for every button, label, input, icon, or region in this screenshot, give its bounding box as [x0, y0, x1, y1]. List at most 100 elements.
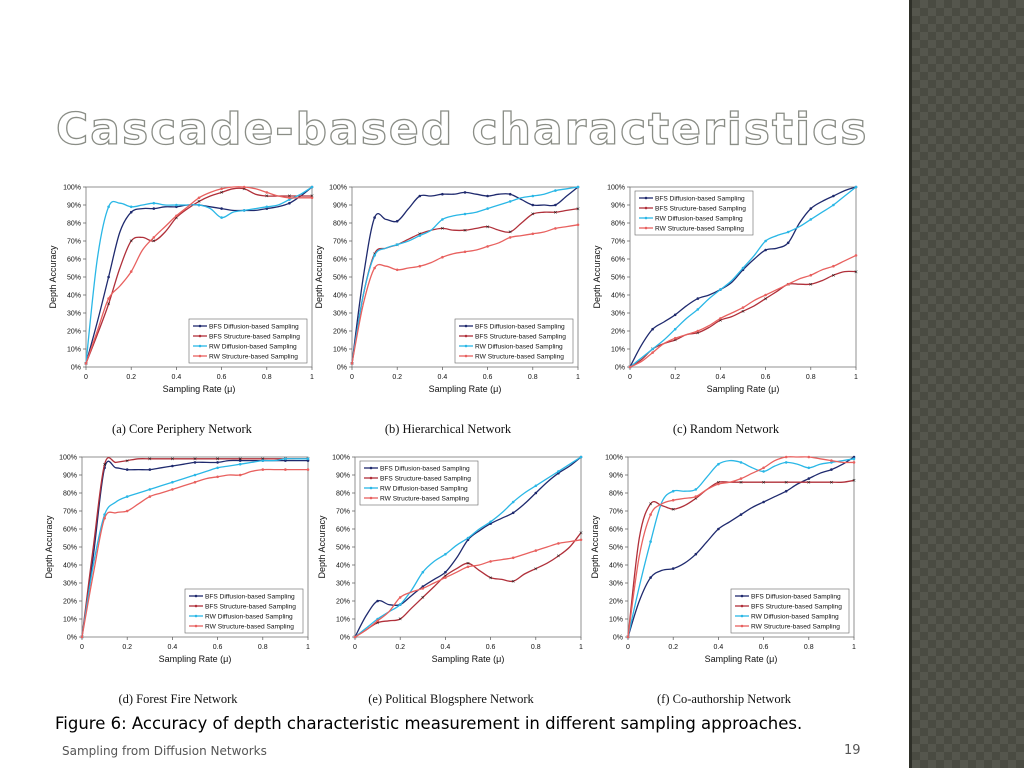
data-point: [762, 466, 765, 470]
data-point: ×: [242, 186, 246, 193]
series-line: [81, 456, 308, 638]
data-point: [418, 234, 422, 237]
data-point: [809, 273, 813, 277]
data-point: ×: [511, 578, 515, 585]
y-tick-label: 90%: [336, 473, 350, 480]
legend-marker: [194, 624, 198, 628]
data-point: ×: [175, 215, 179, 222]
x-tick-label: 0.2: [670, 374, 680, 381]
data-point: ×: [238, 456, 242, 463]
data-point: [466, 536, 470, 540]
y-axis-label: Depth Accuracy: [592, 245, 602, 309]
data-point: ×: [193, 456, 197, 463]
chart-caption-c: (c) Random Network: [672, 422, 780, 436]
legend-label: BFS Diffusion-based Sampling: [655, 195, 745, 202]
x-tick-label: 1: [854, 374, 858, 381]
data-point: [764, 239, 767, 243]
data-point: [696, 329, 700, 333]
legend-label: RW Diffusion-based Sampling: [751, 613, 839, 620]
data-point: [84, 362, 88, 365]
y-axis-label: Depth Accuracy: [44, 515, 54, 579]
y-tick-label: 50%: [336, 545, 350, 552]
legend-label: RW Structure-based Sampling: [205, 623, 294, 630]
data-point: [421, 585, 425, 588]
data-point: [830, 468, 833, 471]
x-tick-label: 0.2: [126, 374, 136, 381]
data-point: [238, 459, 242, 462]
y-tick-label: 30%: [333, 311, 347, 318]
legend-marker: [369, 486, 373, 490]
data-point: [310, 196, 314, 200]
x-tick-label: 0.8: [262, 374, 272, 381]
data-point: [786, 230, 790, 234]
data-point: [152, 201, 156, 205]
legend-marker: [198, 344, 202, 348]
data-point: [489, 520, 492, 524]
data-point: ×: [107, 301, 111, 308]
chart-caption-d: (d) Forest Fire Network: [118, 692, 238, 706]
x-axis-label: Sampling Rate (μ): [707, 384, 780, 394]
legend-label: RW Structure-based Sampling: [751, 623, 840, 630]
data-point: [696, 308, 700, 311]
data-point: [531, 203, 535, 207]
data-point: [557, 542, 560, 545]
data-point: ×: [784, 479, 788, 486]
data-point: ×: [466, 560, 470, 567]
y-tick-label: 70%: [611, 239, 625, 246]
x-tick-label: 0: [80, 644, 84, 651]
legend-box: [454, 318, 574, 364]
legend-box: [730, 588, 850, 634]
data-point: [649, 540, 652, 543]
y-tick-label: 20%: [63, 599, 77, 606]
data-point: [784, 461, 788, 464]
data-point: [107, 275, 110, 279]
x-tick-label: 0.6: [213, 644, 223, 651]
data-point: [651, 347, 654, 351]
y-tick-label: 10%: [336, 617, 350, 624]
x-tick-label: 0.4: [172, 374, 182, 381]
legend-marker: [740, 604, 744, 608]
y-tick-label: 40%: [611, 293, 625, 300]
data-point: ×: [764, 296, 768, 303]
chart-panel-a: 0% 10% 20% 30% 40% 50% 60% 70% 80% 90% 100% 0 0.2 0.4…: [42, 173, 322, 443]
slide-title: Cascade-based characteristics: [55, 103, 869, 155]
data-point: [220, 207, 223, 210]
data-point: [628, 365, 632, 369]
data-point: [288, 196, 291, 200]
data-point: [854, 185, 858, 189]
data-point: [486, 207, 489, 210]
data-point: [511, 556, 515, 560]
data-point: [626, 635, 630, 639]
y-tick-label: 50%: [333, 275, 347, 282]
data-point: [125, 495, 129, 498]
y-tick-label: 60%: [336, 527, 350, 534]
data-point: [696, 297, 700, 300]
y-tick-label: 80%: [609, 491, 623, 498]
series-line: [354, 532, 582, 638]
data-point: ×: [534, 566, 538, 573]
x-tick-label: 0.4: [438, 374, 448, 381]
data-point: [103, 516, 106, 520]
y-tick-label: 30%: [63, 581, 77, 588]
data-point: [350, 362, 354, 365]
page-number: 19: [844, 743, 861, 758]
x-tick-label: 0.6: [759, 644, 769, 651]
data-point: [398, 603, 402, 606]
data-point: [694, 495, 698, 498]
chart-caption-e: (e) Political Blogsphere Network: [368, 692, 534, 706]
data-point: [719, 317, 722, 320]
data-point: [554, 227, 557, 230]
y-tick-label: 10%: [67, 347, 81, 354]
x-tick-label: 1: [579, 644, 583, 651]
y-tick-label: 0%: [615, 365, 625, 372]
data-point: [489, 560, 492, 563]
legend-marker: [194, 594, 198, 598]
x-tick-label: 0.6: [761, 374, 771, 381]
x-tick-label: 0.2: [392, 374, 402, 381]
legend-marker: [644, 226, 648, 230]
y-tick-label: 50%: [609, 545, 623, 552]
legend-marker: [464, 324, 468, 328]
data-point: [171, 488, 174, 491]
y-tick-label: 70%: [333, 239, 347, 246]
data-point: ×: [649, 501, 653, 508]
